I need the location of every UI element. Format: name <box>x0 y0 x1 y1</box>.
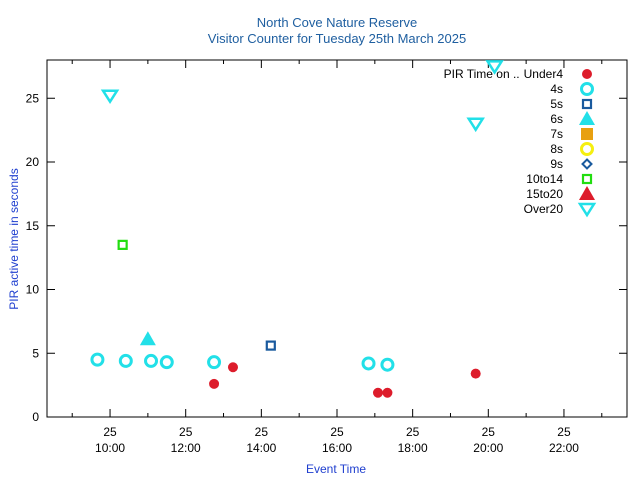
data-point-under4 <box>470 368 481 379</box>
legend-marker-7s <box>581 128 593 140</box>
data-point-4s <box>144 353 159 368</box>
x-tick-label-time: 14:00 <box>246 441 276 455</box>
x-tick-label-day: 25 <box>406 425 420 439</box>
x-tick-label-time: 20:00 <box>473 441 503 455</box>
x-tick-label-day: 25 <box>179 425 193 439</box>
x-tick-label-day: 25 <box>557 425 571 439</box>
legend-marker-4s <box>580 82 594 96</box>
y-tick-label: 5 <box>32 346 39 360</box>
y-tick-label: 10 <box>26 283 40 297</box>
data-point-10to14 <box>117 239 128 250</box>
data-point-under4 <box>227 362 238 373</box>
x-tick-label-day: 25 <box>255 425 269 439</box>
data-point-4s <box>207 355 222 370</box>
legend-label: 9s <box>550 157 563 171</box>
legend-marker-5s <box>581 98 593 110</box>
legend-marker-10to14 <box>581 173 593 185</box>
data-point-4s <box>159 355 174 370</box>
data-point-under4 <box>382 387 393 398</box>
y-tick-label: 20 <box>26 155 40 169</box>
data-point-over20 <box>466 117 485 133</box>
legend-label: 8s <box>550 142 563 156</box>
legend-marker-8s <box>580 142 594 156</box>
legend-marker-6s <box>579 111 595 125</box>
data-point-over20 <box>100 89 120 105</box>
y-axis-label: PIR active time in seconds <box>7 168 21 309</box>
legend-label: 15to20 <box>526 187 563 201</box>
x-tick-label-time: 10:00 <box>95 441 125 455</box>
data-point-4s <box>118 353 133 368</box>
data-point-5s <box>265 340 276 351</box>
legend-label: 10to14 <box>526 172 563 186</box>
x-tick-label-day: 25 <box>330 425 344 439</box>
data-point-4s <box>361 356 376 371</box>
x-tick-label-time: 16:00 <box>322 441 352 455</box>
legend-marker-under4 <box>582 69 592 79</box>
x-tick-label-day: 25 <box>482 425 496 439</box>
legend-label: Under4 <box>524 67 564 81</box>
data-point-under4 <box>372 387 383 398</box>
axes: 25 10:00 25 12:00 25 14:00 25 16:00 25 18:00 25 20:… <box>26 60 627 455</box>
legend-label: Over20 <box>524 202 564 216</box>
legend-title-prefix: PIR Time on .. <box>444 67 520 81</box>
y-tick-label: 15 <box>26 219 40 233</box>
legend-label: 6s <box>550 112 563 126</box>
y-tick-label: 25 <box>26 91 40 105</box>
chart-title: North Cove Nature Reserve <box>257 15 417 30</box>
data-point-under4 <box>209 378 220 389</box>
legend-marker-15to20 <box>579 186 595 200</box>
legend-marker-9s <box>581 158 593 170</box>
data-point-over20 <box>485 60 504 75</box>
legend-label: 4s <box>550 82 563 96</box>
plot-area-border <box>46 59 628 418</box>
data-point-6s <box>139 331 156 346</box>
x-tick-label-time: 22:00 <box>549 441 579 455</box>
legend-marker-over20 <box>577 202 597 218</box>
data-points <box>90 60 504 398</box>
x-axis-label: Event Time <box>306 462 366 476</box>
legend-label: 5s <box>550 97 563 111</box>
x-tick-label-time: 12:00 <box>171 441 201 455</box>
x-tick-label-day: 25 <box>103 425 117 439</box>
y-tick-label: 0 <box>32 410 39 424</box>
chart-subtitle: Visitor Counter for Tuesday 25th March 2… <box>208 31 466 46</box>
data-point-4s <box>90 352 105 367</box>
data-point-4s <box>380 357 395 372</box>
x-tick-label-time: 18:00 <box>398 441 428 455</box>
legend-label: 7s <box>550 127 563 141</box>
